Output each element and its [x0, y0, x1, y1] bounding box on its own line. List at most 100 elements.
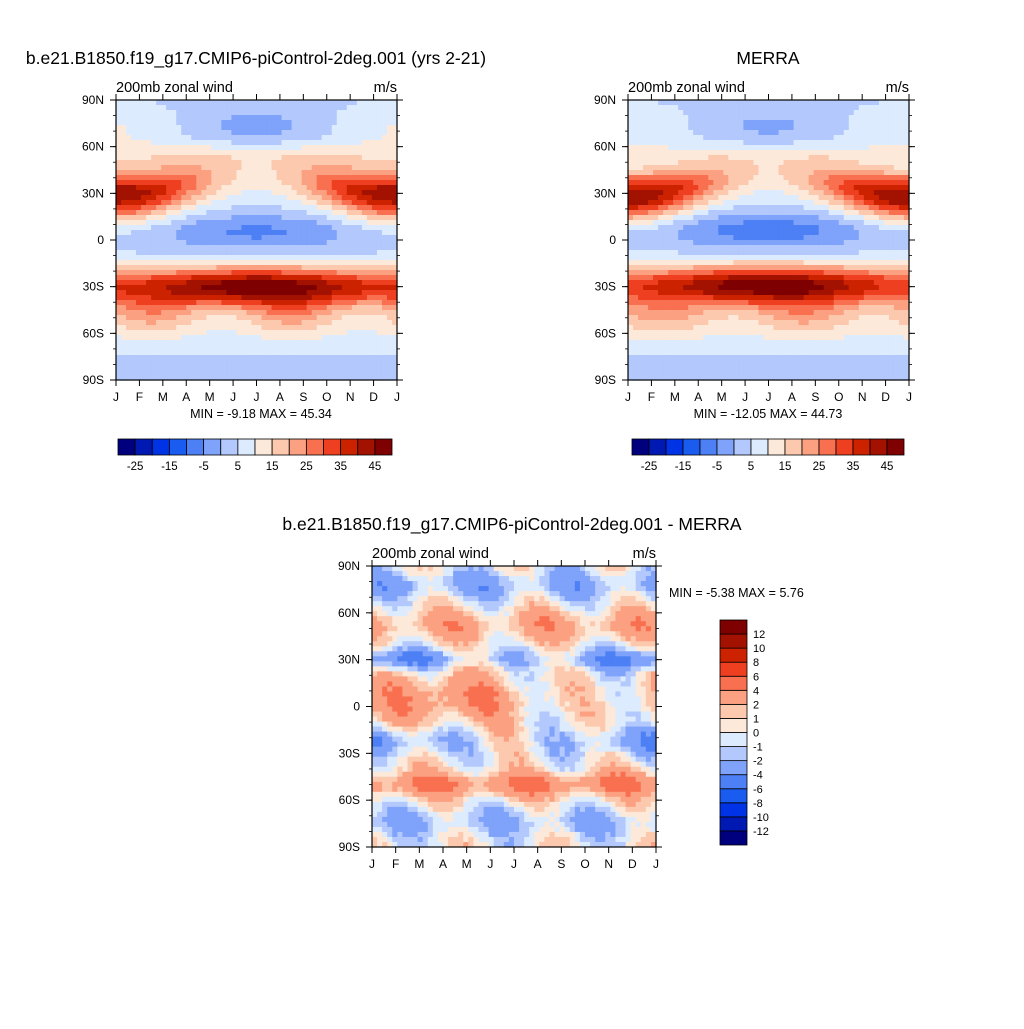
field-cell	[663, 120, 669, 126]
field-cell	[743, 115, 749, 121]
field-cell	[191, 340, 197, 346]
field-cell	[763, 155, 769, 161]
field-cell	[181, 345, 187, 351]
field-cell	[337, 190, 343, 196]
field-cell	[121, 260, 127, 266]
field-cell	[206, 175, 212, 181]
field-cell	[236, 175, 242, 181]
field-cell	[196, 340, 202, 346]
field-cell	[743, 210, 749, 216]
field-cell	[774, 225, 780, 231]
field-cell	[226, 210, 232, 216]
field-cell	[201, 125, 207, 131]
field-cell	[181, 155, 187, 161]
field-cell	[387, 365, 393, 371]
field-cell	[231, 165, 237, 171]
field-cell	[171, 140, 177, 146]
field-cell	[196, 115, 202, 121]
field-cell	[282, 120, 288, 126]
field-cell	[678, 155, 684, 161]
field-cell	[272, 170, 278, 176]
field-cell	[201, 140, 207, 146]
field-cell	[703, 125, 709, 131]
field-cell	[176, 105, 182, 111]
field-cell	[638, 300, 644, 306]
field-cell	[769, 310, 775, 316]
field-cell	[327, 250, 333, 256]
field-cell	[733, 110, 739, 116]
field-cell	[774, 155, 780, 161]
field-cell	[186, 295, 192, 301]
field-cell	[728, 215, 734, 221]
field-cell	[332, 330, 338, 336]
field-cell	[251, 155, 257, 161]
field-cell	[262, 265, 268, 271]
field-cell	[121, 335, 127, 341]
field-cell	[161, 280, 167, 286]
field-cell	[231, 365, 237, 371]
field-cell	[372, 190, 378, 196]
field-cell	[347, 365, 353, 371]
field-cell	[718, 155, 724, 161]
field-cell	[277, 255, 283, 261]
field-cell	[216, 205, 222, 211]
field-cell	[131, 305, 137, 311]
field-cell	[312, 280, 318, 286]
field-cell	[718, 200, 724, 206]
field-cell	[322, 240, 328, 246]
field-cell	[292, 310, 298, 316]
field-cell	[643, 140, 649, 146]
field-cell	[181, 185, 187, 191]
field-cell	[297, 155, 303, 161]
field-cell	[693, 325, 699, 331]
field-cell	[287, 340, 293, 346]
field-cell	[372, 265, 378, 271]
field-cell	[176, 210, 182, 216]
field-cell	[337, 130, 343, 136]
field-cell	[362, 220, 368, 226]
field-cell	[382, 220, 388, 226]
field-cell	[678, 210, 684, 216]
field-cell	[733, 185, 739, 191]
field-cell	[241, 215, 247, 221]
field-cell	[367, 225, 373, 231]
field-cell	[708, 345, 714, 351]
field-cell	[141, 155, 147, 161]
field-cell	[643, 365, 649, 371]
field-cell	[347, 275, 353, 281]
field-cell	[302, 265, 308, 271]
field-cell	[196, 125, 202, 131]
field-cell	[166, 330, 172, 336]
field-cell	[638, 140, 644, 146]
field-cell	[758, 125, 764, 131]
field-cell	[668, 215, 674, 221]
field-cell	[186, 290, 192, 296]
field-cell	[382, 325, 388, 331]
field-cell	[297, 260, 303, 266]
field-cell	[643, 195, 649, 201]
field-cell	[201, 115, 207, 121]
field-cell	[658, 210, 664, 216]
field-cell	[377, 250, 383, 256]
field-cell	[322, 245, 328, 251]
field-cell	[297, 245, 303, 251]
field-cell	[713, 350, 719, 356]
field-cell	[272, 125, 278, 131]
field-cell	[698, 290, 704, 296]
field-cell	[723, 370, 729, 376]
field-cell	[763, 360, 769, 366]
field-cell	[287, 140, 293, 146]
field-cell	[698, 310, 704, 316]
field-cell	[166, 170, 172, 176]
field-cell	[307, 335, 313, 341]
field-cell	[377, 300, 383, 306]
field-cell	[367, 195, 373, 201]
field-cell	[176, 355, 182, 361]
field-cell	[131, 205, 137, 211]
field-cell	[251, 305, 257, 311]
field-cell	[342, 370, 348, 376]
field-cell	[377, 180, 383, 186]
field-cell	[763, 300, 769, 306]
field-cell	[337, 215, 343, 221]
field-cell	[763, 235, 769, 241]
